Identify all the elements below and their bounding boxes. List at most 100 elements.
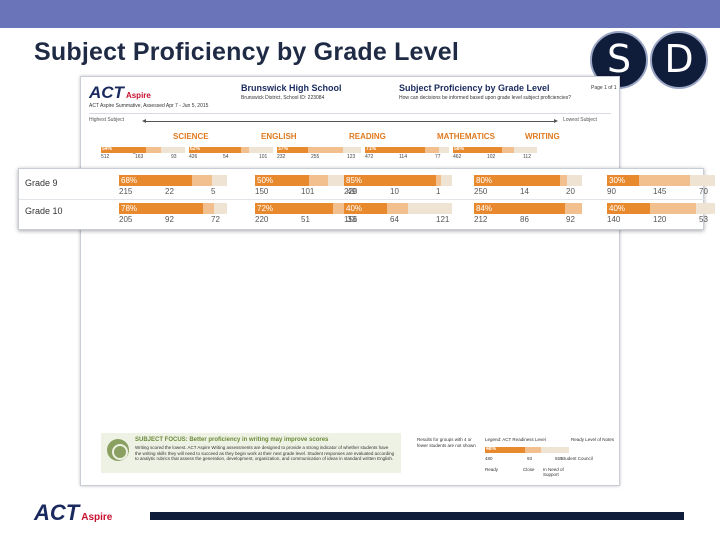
count-ready: 250 xyxy=(474,187,488,196)
arrow-left-label: Highest Subject xyxy=(89,117,125,123)
legend-categories: Ready Close In Need of Support xyxy=(485,467,569,477)
grade-proficiency-bar: 78% xyxy=(119,203,227,214)
footer-act-aspire-logo: ACT Aspire xyxy=(34,500,113,525)
grade-proficiency-bar: 50% xyxy=(255,175,363,186)
close-segment xyxy=(564,203,582,214)
subject-header-writing: WRITING xyxy=(525,132,560,141)
ready-segment: 37% xyxy=(277,147,309,153)
grade-proficiency-bar: 40% xyxy=(607,203,715,214)
count-need: 93 xyxy=(171,154,177,160)
ready-percent: 50% xyxy=(257,176,274,185)
slide-title: Subject Proficiency by Grade Level xyxy=(34,38,460,66)
count-ready: 90 xyxy=(607,187,616,196)
count-row: 90 145 70 xyxy=(607,187,715,197)
count-need: 5 xyxy=(211,187,216,196)
count-row: 472 114 77 xyxy=(365,154,449,161)
count-ready: 205 xyxy=(119,215,133,224)
proficiency-bar: 62% xyxy=(189,147,273,153)
legend-pct: 48% xyxy=(486,446,497,452)
ready-percent: 30% xyxy=(609,176,626,185)
grade-proficiency-cell: 85% 220 10 1 xyxy=(344,175,452,197)
ready-segment: 80% xyxy=(474,175,561,186)
ready-segment: 68% xyxy=(119,175,193,186)
count-need: 20 xyxy=(566,187,575,196)
legend-cat-close: Close xyxy=(523,467,535,472)
count-row: 205 92 72 xyxy=(119,215,227,225)
proficiency-bar: 37% xyxy=(277,147,361,153)
proficiency-cell: 58% 462 102 112 xyxy=(453,147,537,163)
count-row: 462 102 112 xyxy=(453,154,537,161)
grade-proficiency-cell: 84% 212 86 92 xyxy=(474,203,582,225)
grade-proficiency-cell: 78% 205 92 72 xyxy=(119,203,227,225)
count-row: 232 255 123 xyxy=(277,154,361,161)
close-segment xyxy=(424,147,439,153)
count-ready: 512 xyxy=(101,154,110,160)
proficiency-cell: 71% 472 114 77 xyxy=(365,147,449,163)
legend-bar: 48% xyxy=(485,446,569,453)
report-question: How can decisions be informed based upon… xyxy=(399,95,572,101)
count-ready: 212 xyxy=(474,215,488,224)
count-ready: 140 xyxy=(607,215,621,224)
proficiency-bar: 54% xyxy=(101,147,185,153)
grade-proficiency-bar: 72% xyxy=(255,203,363,214)
ready-percent: 68% xyxy=(121,176,138,185)
legend-close-segment xyxy=(525,447,541,453)
close-segment xyxy=(650,203,696,214)
ready-segment: 50% xyxy=(255,175,309,186)
proficiency-cell: 54% 512 163 93 xyxy=(101,147,185,163)
count-close: 102 xyxy=(487,154,496,160)
ready-percent: 40% xyxy=(609,204,626,213)
grade-proficiency-cell: 68% 215 22 5 xyxy=(119,175,227,197)
top-accent-bar xyxy=(0,0,720,28)
ready-segment: 40% xyxy=(607,203,651,214)
legend-count-need: 555 xyxy=(555,456,563,461)
count-need: 72 xyxy=(211,215,220,224)
close-segment xyxy=(501,147,515,153)
grade-row-label: Grade 9 xyxy=(25,178,58,188)
proficiency-cell: 37% 232 255 123 xyxy=(277,147,361,163)
ready-percent: 62% xyxy=(190,147,201,152)
count-need: 1 xyxy=(436,187,441,196)
close-segment xyxy=(308,147,344,153)
grade-level-zoom-panel: Grade 9 Grade 10 68% 215 22 5 50% 150 101 49 85%… xyxy=(18,168,715,230)
close-segment xyxy=(192,175,212,186)
count-need: 101 xyxy=(259,154,268,160)
ready-segment: 54% xyxy=(101,147,147,153)
count-close: 51 xyxy=(301,215,310,224)
legend-note: Results for groups with 4 or fewer stude… xyxy=(417,437,476,448)
ready-percent: 78% xyxy=(121,204,138,213)
ready-segment: 40% xyxy=(344,203,388,214)
ready-segment: 62% xyxy=(189,147,242,153)
legend-ready-label: Ready Level of Notes xyxy=(571,437,615,442)
report-image: ACT Aspire ACT Aspire Summative, Assessed… xyxy=(80,76,620,486)
proficiency-cell: 62% 426 54 101 xyxy=(189,147,273,163)
count-ready: 156 xyxy=(344,215,358,224)
zoom-row-divider xyxy=(19,199,705,200)
grade-proficiency-cell: 40% 140 120 53 xyxy=(607,203,715,225)
count-need: 112 xyxy=(523,154,531,160)
count-close: 114 xyxy=(399,154,407,160)
focus-text: Writing scored the lowest. ACT Aspire Wr… xyxy=(135,445,395,461)
count-close: 101 xyxy=(301,187,315,196)
subject-header-science: SCIENCE xyxy=(173,132,209,141)
legend-ready-segment: 48% xyxy=(485,446,525,453)
count-close: 145 xyxy=(653,187,667,196)
report-district: Brunswick District, School ID: 223084 xyxy=(241,95,325,101)
logo-letter-d: D xyxy=(650,31,708,89)
legend-cat-need: In Need of Support xyxy=(543,467,564,477)
double-arrow-icon xyxy=(142,119,558,123)
ready-percent: 37% xyxy=(278,147,289,152)
close-segment xyxy=(639,175,691,186)
ready-segment: 58% xyxy=(453,147,502,153)
footer-bar xyxy=(150,512,684,520)
legend-count-ready: 480 xyxy=(485,456,493,461)
count-row: 426 54 101 xyxy=(189,154,273,161)
close-segment xyxy=(146,147,161,153)
close-segment xyxy=(435,175,442,186)
grade-proficiency-cell: 80% 250 14 20 xyxy=(474,175,582,197)
count-need: 70 xyxy=(699,187,708,196)
grade-row-label: Grade 10 xyxy=(25,206,63,216)
proficiency-bar: 71% xyxy=(365,147,449,153)
count-ready: 232 xyxy=(277,154,286,160)
focus-title: SUBJECT FOCUS: Better proficiency in wri… xyxy=(135,437,329,443)
